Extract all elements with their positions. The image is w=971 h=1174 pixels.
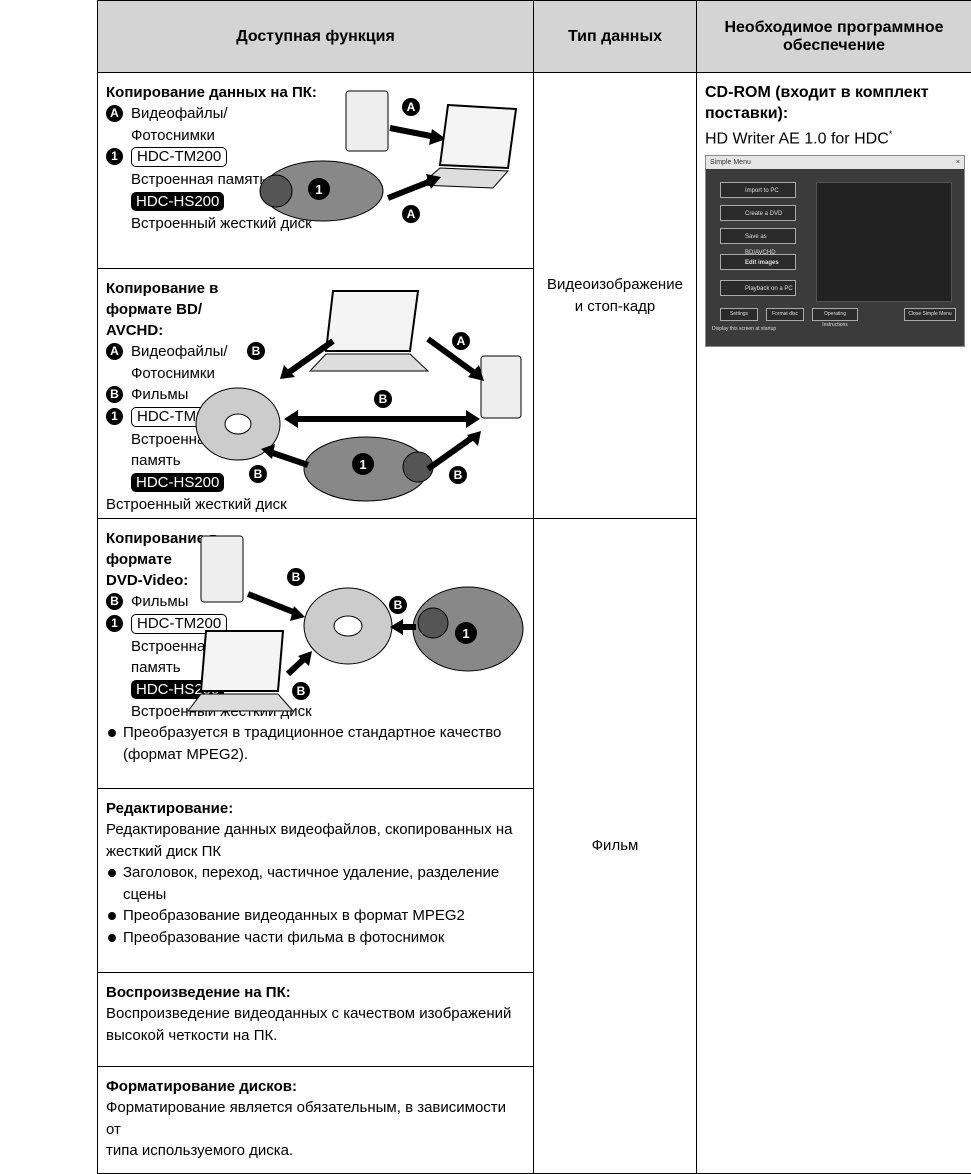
menu-button: Playback on a PC [720, 280, 796, 296]
badge: 1 [315, 182, 322, 197]
badge: B [297, 684, 306, 698]
header-row: Доступная функция Тип данных Необходимое… [97, 0, 971, 73]
window-title: Simple Menu [710, 159, 751, 166]
feature-title: Копирование данных на ПК: [106, 84, 317, 101]
model-tag: HDC-HS200 [131, 472, 225, 492]
window-close: × [955, 159, 960, 166]
model-tag: HDC-TM200 [131, 147, 228, 167]
preview-panel [816, 182, 952, 302]
badge: B [292, 570, 301, 584]
item-text: Видеофайлы/ Фотоснимки [131, 343, 228, 382]
data-type: Фильм [533, 518, 697, 1174]
software-name: HD Writer AE 1.0 for HDC* [705, 124, 963, 150]
item-text: Видеофайлы/ Фотоснимки [131, 105, 228, 144]
illustration: A 1 A [259, 90, 518, 223]
item-text: Встроенная память [131, 637, 214, 677]
badge: A [407, 207, 416, 221]
feature-cell: Форматирование дисков: Форматирование яв… [98, 1067, 533, 1162]
illustration: B A B B B 1 [195, 290, 522, 502]
badge: 1 [106, 407, 123, 425]
badge: B [394, 598, 403, 612]
header-cell: Доступная функция [97, 0, 534, 73]
feature-title: Форматирование дисков: [106, 1078, 297, 1095]
feature-cell: A 1 A Копирование данных на ПК: A Видеофа… [98, 73, 533, 234]
software-name-text: HD Writer AE 1.0 for HDC [705, 130, 889, 148]
badge: 1 [106, 148, 123, 165]
illustration: B B B 1 [186, 535, 524, 712]
bottom-button: Close Simple Menu [904, 308, 956, 321]
feature-cell: Редактирование: Редактирование данных ви… [98, 789, 533, 948]
header-cell: Необходимое программное обеспечение [696, 0, 971, 73]
item-text: Встроенный жесткий диск [131, 214, 312, 232]
software-title: CD-ROM (входит в комплект поставки): [705, 84, 929, 122]
badge: A [106, 105, 123, 122]
badge: A [457, 334, 466, 348]
badge: B [454, 468, 463, 482]
feature-cell: B A B B B 1 Копирование в формате BD/ AV… [98, 269, 533, 515]
badge: B [379, 392, 388, 406]
header-cell: Тип данных [533, 0, 697, 73]
badge: 1 [462, 626, 469, 641]
feature-title: Копирование в формате DVD-Video: [106, 530, 218, 589]
bottom-button: Settings [720, 308, 758, 321]
model-tag: HDC-TM200 [131, 613, 228, 634]
feature-cell: B B B 1 Копирование в формате DVD-Video:… [98, 519, 533, 765]
software-table: Доступная функция Тип данных Необходимое… [97, 0, 971, 1174]
feature-text: Форматирование является обязательным, в … [106, 1099, 507, 1159]
bottom-button: Format disc [766, 308, 804, 321]
menu-button: Save as BD/AVCHD [720, 228, 796, 256]
data-type: Видеоизображение и стоп-кадр [533, 72, 697, 519]
feature-title: Воспроизведение на ПК: [106, 984, 291, 1001]
feature-title: Редактирование: [106, 800, 234, 817]
software-cell: CD-ROM (входит в комплект поставки): HD … [697, 73, 971, 347]
item-text: Встроенная память [131, 430, 214, 470]
item-text: Встроенный жесткий диск [106, 495, 287, 513]
note-mark: * [888, 129, 893, 139]
bullet-text: Преобразование видеоданных в формат MPEG… [123, 907, 465, 924]
badge: A [407, 100, 416, 114]
badge: B [254, 467, 263, 481]
badge: 1 [106, 614, 123, 632]
feature-text: Редактирование данных видеофайлов, скопи… [106, 821, 513, 860]
bullet-text: Заголовок, переход, частичное удаление, … [123, 864, 500, 903]
badge: B [252, 344, 261, 358]
item-text: Фильмы [131, 386, 189, 403]
badge: 1 [359, 457, 366, 472]
model-tag: HDC-HS200 [131, 191, 225, 211]
startup-checkbox: Display this screen at startup [712, 326, 777, 332]
badge: B [106, 386, 123, 403]
bullet-text: Преобразуется в традиционное стандартное… [123, 724, 502, 763]
bullet-text: Преобразование части фильма в фотоснимок [123, 928, 445, 946]
badge: A [106, 343, 123, 360]
feature-text: Воспроизведение видеоданных с качеством … [106, 1005, 512, 1044]
feature-cell: Воспроизведение на ПК: Воспроизведение в… [98, 973, 533, 1046]
feature-title: Копирование в формате BD/ AVCHD: [106, 280, 219, 339]
badge: B [106, 593, 123, 610]
item-text: Встроенная память [131, 171, 268, 188]
bottom-button: Operating Instructions [812, 308, 858, 328]
menu-button: Create a DVD [720, 205, 796, 221]
item-text: Фильмы [131, 593, 189, 610]
app-screenshot: Simple Menu × Import to PC Create a DVD S… [705, 155, 965, 347]
menu-button: Import to PC [720, 182, 796, 198]
menu-button: Edit images [720, 254, 796, 270]
